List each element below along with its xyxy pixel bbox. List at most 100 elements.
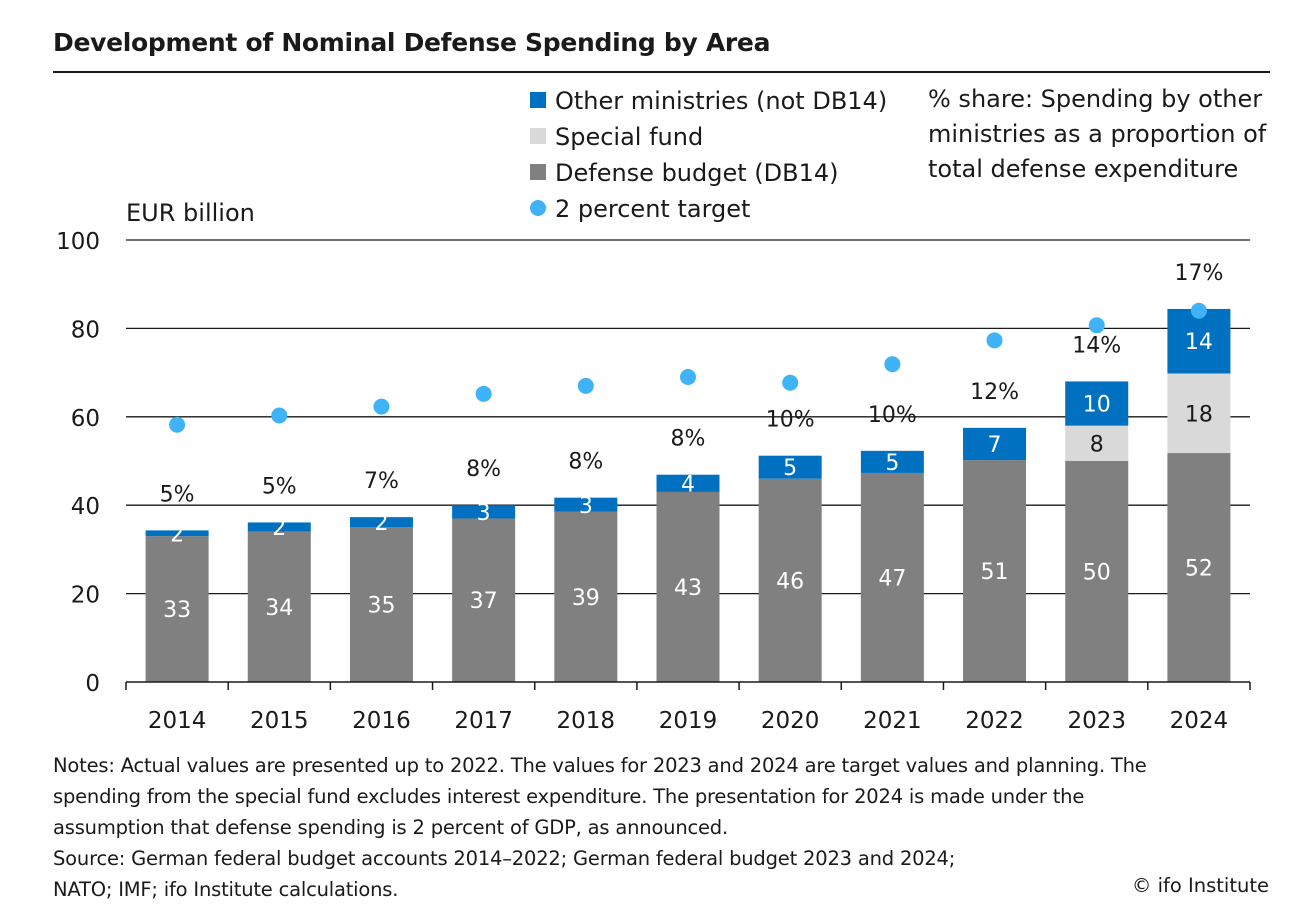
bar-segment <box>963 427 1027 461</box>
target-point <box>271 407 288 424</box>
bar-segment <box>349 517 413 528</box>
bar-value-label: 52 <box>1185 557 1213 582</box>
bar-segment <box>1065 461 1129 682</box>
x-tick-label: 2023 <box>1067 708 1126 734</box>
share-note-line: total defense expenditure <box>928 155 1239 183</box>
x-tick-label: 2021 <box>863 708 922 734</box>
target-point <box>373 398 390 415</box>
bar-value-label: 7 <box>988 433 1002 458</box>
bar-segment <box>1167 373 1231 454</box>
bar-value-label: 8 <box>1090 432 1104 457</box>
share-label: 8% <box>466 457 501 482</box>
legend-label: Special fund <box>555 123 703 151</box>
bar-value-label: 5 <box>783 456 797 481</box>
legend-label: 2 percent target <box>555 195 750 223</box>
share-label: 10% <box>766 408 815 433</box>
target-point <box>782 374 799 391</box>
notes-line: assumption that defense spending is 2 pe… <box>53 816 728 839</box>
bar-segment <box>1065 381 1129 426</box>
y-tick-label: 40 <box>71 494 100 520</box>
bar-segment <box>1065 425 1129 461</box>
credit: © ifo Institute <box>1131 874 1269 897</box>
bar-segment <box>656 491 720 682</box>
bars <box>145 308 1231 682</box>
target-point <box>680 369 696 386</box>
legend-marker <box>530 200 546 216</box>
source-line: Source: German federal budget accounts 2… <box>53 847 956 870</box>
bar-segment <box>758 455 822 479</box>
bar-value-label: 51 <box>981 560 1009 585</box>
share-label: 17% <box>1174 261 1223 286</box>
bar-value-label: 47 <box>878 566 906 591</box>
share-label: 8% <box>568 450 603 475</box>
bar-value-label: 34 <box>265 596 293 621</box>
bar-value-label: 37 <box>470 589 498 614</box>
bar-segment <box>247 531 311 682</box>
bar-value-label: 43 <box>674 576 702 601</box>
x-tick-label: 2015 <box>250 708 309 734</box>
bar-value-label: 5 <box>885 451 899 476</box>
bar-labels: 33 2 34 2 35 2 37 3 39 3 43 4 46 5 47 5 51 7 50 8 10 52 18 14 <box>163 330 1213 623</box>
bar-segment <box>247 522 311 532</box>
bar-segment <box>452 505 516 519</box>
bar-value-label: 2 <box>272 516 286 541</box>
share-label: 10% <box>868 403 917 428</box>
x-tick-label: 2014 <box>148 708 207 734</box>
target-point <box>1088 317 1105 334</box>
x-tick-label: 2022 <box>965 708 1024 734</box>
bar-segment <box>145 536 209 682</box>
bar-value-label: 3 <box>579 494 593 519</box>
y-tick-label: 0 <box>85 671 100 697</box>
bar-value-label: 2 <box>170 522 184 547</box>
bar-segment <box>1167 308 1231 374</box>
target-point <box>475 385 492 402</box>
chart-title: Development of Nominal Defense Spending … <box>53 28 771 57</box>
share-label: 7% <box>364 469 399 494</box>
x-tick-label: 2018 <box>557 708 616 734</box>
target-point <box>986 332 1003 349</box>
bar-value-label: 2 <box>374 511 388 536</box>
y-tick-label: 80 <box>71 317 100 343</box>
x-tick-label: 2024 <box>1170 708 1229 734</box>
bar-segment <box>1167 453 1231 682</box>
legend-label: Defense budget (DB14) <box>555 159 839 187</box>
bar-value-label: 33 <box>163 598 191 623</box>
target-point <box>577 377 594 394</box>
bar-segment <box>452 518 516 682</box>
bar-value-label: 18 <box>1185 402 1213 427</box>
notes-line: Notes: Actual values are presented up to… <box>53 754 1147 777</box>
bar-value-label: 35 <box>367 594 395 619</box>
bar-segment <box>145 530 209 537</box>
legend: Other ministries (not DB14) Special fund D… <box>530 87 887 223</box>
legend-swatch <box>530 92 546 108</box>
bar-value-label: 10 <box>1083 393 1111 418</box>
title-rule <box>53 71 1270 73</box>
axes: 0 20 40 60 80 100 2014 2015 2016 2017 2018 2019 2020… <box>56 229 1251 734</box>
share-label: 12% <box>970 380 1019 405</box>
target-point <box>169 416 186 433</box>
bar-value-label: 46 <box>776 569 804 594</box>
x-tick-label: 2019 <box>659 708 718 734</box>
x-tick-label: 2016 <box>352 708 411 734</box>
target-points <box>169 302 1207 433</box>
source-line: NATO; IMF; ifo Institute calculations. <box>53 878 399 901</box>
bar-segment <box>656 474 720 492</box>
bar-value-label: 3 <box>477 501 491 526</box>
bar-segment <box>758 478 822 682</box>
bar-value-label: 14 <box>1185 330 1213 355</box>
share-note-line: ministries as a proportion of <box>928 120 1267 148</box>
bar-segment <box>963 460 1027 682</box>
y-tick-label: 60 <box>71 406 100 432</box>
y-tick-label: 100 <box>56 229 100 255</box>
notes: Notes: Actual values are presented up to… <box>53 750 1147 905</box>
share-note: % share: Spending by other ministries as… <box>928 82 1266 187</box>
share-note-line: % share: Spending by other <box>928 85 1263 113</box>
bar-segment <box>860 450 924 473</box>
x-tick-label: 2017 <box>454 708 513 734</box>
notes-line: spending from the special fund excludes … <box>53 785 1085 808</box>
legend-swatch <box>530 164 546 180</box>
bar-segment <box>860 472 924 682</box>
bar-segment <box>349 527 413 682</box>
bar-value-label: 50 <box>1083 561 1111 586</box>
